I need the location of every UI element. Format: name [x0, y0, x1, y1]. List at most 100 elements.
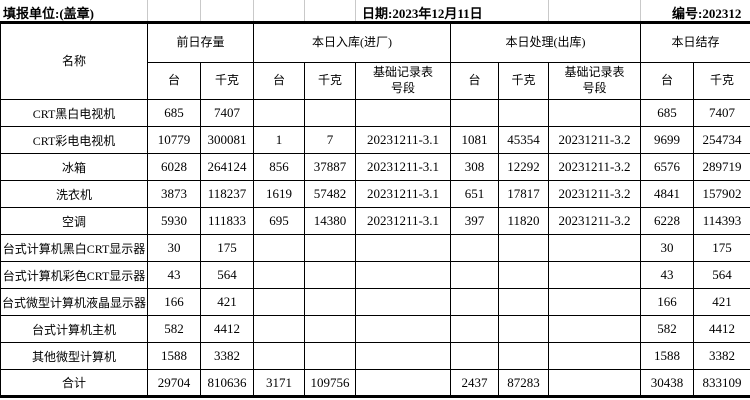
data-cell [498, 288, 550, 316]
table-row: 洗衣机 3873 118237 1619 57482 20231211-3.1 651 178… [0, 180, 750, 208]
row-name-cell: 冰箱 [0, 153, 148, 181]
topbar-gridline [304, 0, 305, 21]
data-cell: 37887 [304, 153, 357, 181]
data-cell: 2437 [450, 369, 500, 397]
col-header-today-outbound: 本日处理(出库) [450, 23, 642, 63]
data-cell: 166 [640, 288, 695, 316]
data-cell [498, 261, 550, 289]
row-name-cell: 台式计算机彩色CRT显示器 [0, 261, 148, 289]
data-cell: 87283 [498, 369, 550, 397]
col-subheader-unit: 台 [640, 62, 695, 100]
topbar-gridline [147, 0, 148, 21]
table-row: 台式计算机黑白CRT显示器 30 175 30 175 [0, 234, 750, 262]
data-cell: 30 [147, 234, 201, 262]
col-subheader-unit: 千克 [498, 62, 550, 100]
data-cell: 6028 [147, 153, 201, 181]
data-cell [450, 315, 500, 343]
row-name-cell: 合计 [0, 369, 148, 397]
data-cell: 10779 [147, 126, 201, 154]
data-cell: 14380 [304, 207, 357, 235]
date-label: 日期:2023年12月11日 [362, 6, 483, 21]
data-cell: 20231211-3.1 [355, 180, 452, 208]
data-cell [450, 234, 500, 262]
col-subheader-unit: 千克 [304, 62, 357, 100]
col-subheader-unit: 台 [450, 62, 500, 100]
col-header-today-inbound: 本日入库(进厂) [253, 23, 452, 63]
data-cell: 57482 [304, 180, 357, 208]
data-cell: 20231211-3.2 [548, 207, 642, 235]
data-cell [450, 288, 500, 316]
data-cell: 4412 [693, 315, 750, 343]
data-cell [355, 99, 452, 127]
data-cell [355, 369, 452, 397]
data-cell: 5930 [147, 207, 201, 235]
data-cell: 3382 [693, 342, 750, 370]
data-cell [355, 315, 452, 343]
data-cell: 4841 [640, 180, 695, 208]
data-cell: 118237 [199, 180, 255, 208]
data-cell: 564 [693, 261, 750, 289]
data-cell [304, 261, 357, 289]
row-name-cell: 台式计算机黑白CRT显示器 [0, 234, 148, 262]
row-name-cell: CRT黑白电视机 [0, 99, 148, 127]
data-cell [253, 261, 306, 289]
data-cell: 856 [253, 153, 306, 181]
data-cell [355, 234, 452, 262]
data-cell: 300081 [199, 126, 255, 154]
data-cell [548, 261, 642, 289]
data-cell: 421 [199, 288, 255, 316]
data-cell: 11820 [498, 207, 550, 235]
row-name-cell: 洗衣机 [0, 180, 148, 208]
data-cell: 421 [693, 288, 750, 316]
data-cell: 6228 [640, 207, 695, 235]
data-cell [498, 342, 550, 370]
data-cell [304, 315, 357, 343]
data-cell: 157902 [693, 180, 750, 208]
row-name-cell: 台式微型计算机液晶显示器 [0, 288, 148, 316]
data-cell: 7407 [693, 99, 750, 127]
header-row-groups: 名称 前日存量 本日入库(进厂) 本日处理(出库) 本日结存 [0, 23, 750, 100]
data-cell [253, 342, 306, 370]
data-cell [548, 99, 642, 127]
data-cell: 264124 [199, 153, 255, 181]
col-subheader-unit: 台 [253, 62, 306, 100]
table-body: CRT黑白电视机 685 7407 685 7407 CRT彩电电视机 10779 30008… [0, 99, 750, 397]
table-row: 其他微型计算机 1588 3382 1588 3382 [0, 342, 750, 370]
reporting-unit-label: 填报单位:(盖章) [3, 6, 94, 21]
data-cell: 582 [640, 315, 695, 343]
data-cell [498, 315, 550, 343]
topbar-gridline [355, 0, 356, 21]
table-row: CRT黑白电视机 685 7407 685 7407 [0, 99, 750, 127]
data-cell: 20231211-3.1 [355, 207, 452, 235]
col-header-name: 名称 [0, 23, 148, 100]
data-cell: 30 [640, 234, 695, 262]
data-cell: 1619 [253, 180, 306, 208]
data-cell: 289719 [693, 153, 750, 181]
data-cell: 166 [147, 288, 201, 316]
table-row: 台式计算机彩色CRT显示器 43 564 43 564 [0, 261, 750, 289]
data-cell: 20231211-3.1 [355, 126, 452, 154]
col-header-prev-stock: 前日存量 [146, 23, 255, 63]
data-cell: 20231211-3.1 [355, 153, 452, 181]
data-cell: 651 [450, 180, 500, 208]
data-cell: 7407 [199, 99, 255, 127]
data-cell: 564 [199, 261, 255, 289]
data-cell: 1081 [450, 126, 500, 154]
data-cell: 109756 [304, 369, 357, 397]
data-cell: 254734 [693, 126, 750, 154]
data-cell: 17817 [498, 180, 550, 208]
topbar-gridline [640, 0, 641, 21]
data-cell: 9699 [640, 126, 695, 154]
data-cell: 20231211-3.2 [548, 153, 642, 181]
data-cell: 1588 [640, 342, 695, 370]
data-cell: 397 [450, 207, 500, 235]
topbar-gridline [548, 0, 549, 21]
table-row: 冰箱 6028 264124 856 37887 20231211-3.1 308 12292… [0, 153, 750, 181]
data-cell [304, 342, 357, 370]
serial-number-label: 编号:202312 [672, 6, 742, 21]
data-cell: 7 [304, 126, 357, 154]
col-subheader-unit: 台 [147, 62, 201, 100]
col-subheader-unit: 千克 [693, 62, 750, 100]
data-cell: 833109 [693, 369, 750, 397]
inventory-report-table: 名称 前日存量 本日入库(进厂) 本日处理(出库) 本日结存 台千克台千克 基础记… [0, 23, 750, 398]
